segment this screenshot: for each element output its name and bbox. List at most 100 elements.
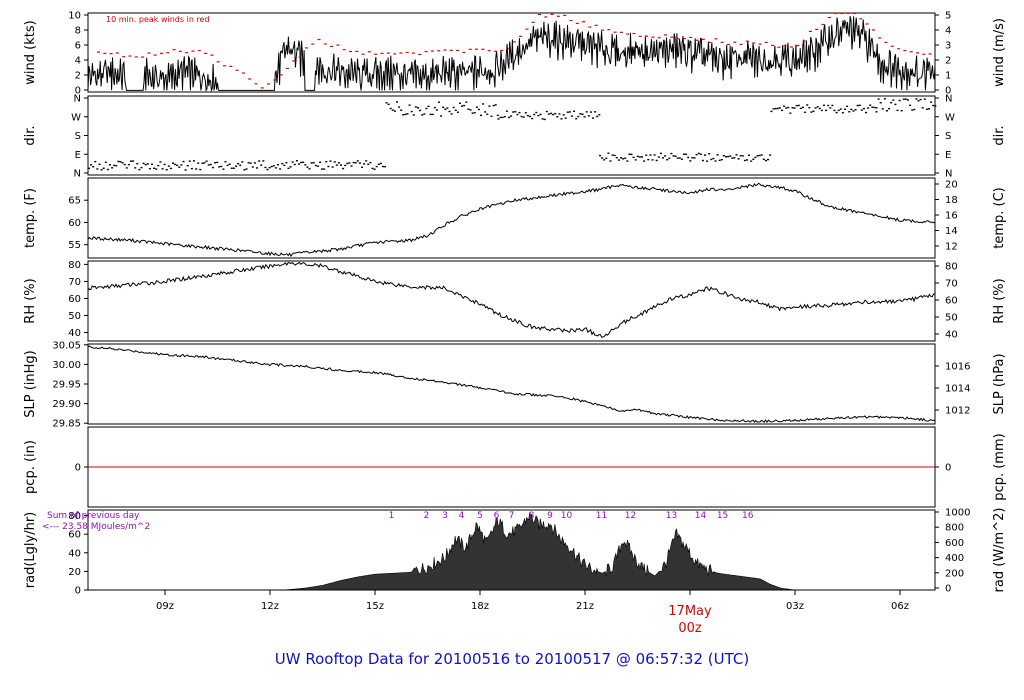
dir-point xyxy=(613,154,616,157)
dir-point xyxy=(921,107,924,109)
dir-point xyxy=(695,154,698,156)
dir-point xyxy=(865,111,867,114)
panel-2: temp. (F) temp. (C) 55 60 65 12 14 16 18 20 xyxy=(23,177,1007,259)
sum-annotation-line1: Sum of previous day xyxy=(47,511,140,521)
dir-point xyxy=(384,165,387,168)
dir-point xyxy=(860,109,863,111)
dir-point xyxy=(214,161,216,164)
dir-point xyxy=(448,110,451,113)
dir-point xyxy=(603,159,606,161)
dir-point xyxy=(573,110,576,112)
dir-point xyxy=(806,104,809,106)
dir-point xyxy=(512,111,515,113)
dir-point xyxy=(421,114,424,116)
ytick-label-left: 6 xyxy=(75,41,81,52)
ytick-label-right: 60 xyxy=(945,296,958,307)
xtick-label: 21z xyxy=(576,601,594,612)
dir-point xyxy=(452,106,455,109)
ylabel-right: rad (W/m^2) xyxy=(992,508,1007,593)
dir-point xyxy=(748,154,751,157)
dir-point xyxy=(310,162,313,164)
dir-point xyxy=(605,157,608,159)
dir-point xyxy=(754,156,757,159)
dir-point xyxy=(934,105,937,107)
dir-point xyxy=(218,166,221,168)
dir-point xyxy=(758,154,761,157)
dir-point xyxy=(655,159,658,162)
dir-point xyxy=(393,110,396,112)
dir-point xyxy=(241,161,244,163)
dir-point xyxy=(323,168,326,170)
dir-point xyxy=(776,107,779,110)
ylabel-right: wind (m/s) xyxy=(992,18,1007,87)
hour-label: 14 xyxy=(695,511,707,521)
ytick-label-right: 80 xyxy=(945,262,958,273)
dir-point xyxy=(497,118,500,120)
ylabel-left: wind (kts) xyxy=(23,20,38,84)
panel-5: pcp. (in) pcp. (mm) 0 0 xyxy=(23,426,1007,508)
dir-point xyxy=(329,160,332,162)
ytick-label-right: W xyxy=(945,112,955,123)
dir-point xyxy=(638,156,641,158)
dir-point xyxy=(611,154,614,156)
ylabel-left: SLP (inHg) xyxy=(23,350,38,418)
dir-point xyxy=(291,161,294,163)
date-sub-label: 00z xyxy=(678,621,702,636)
dir-point xyxy=(435,109,438,111)
dir-point xyxy=(165,168,168,171)
dir-point xyxy=(226,164,229,167)
dir-point xyxy=(657,156,660,158)
dir-point xyxy=(622,158,625,160)
dir-point xyxy=(477,108,480,111)
dir-point xyxy=(789,112,792,114)
dir-point xyxy=(136,162,139,165)
dir-point xyxy=(308,168,311,170)
dir-point xyxy=(585,111,588,113)
dir-point xyxy=(556,116,559,118)
sum-annotation-line2: <--- 23.58 MJoules/m^2 xyxy=(42,522,150,532)
hour-label: 3 xyxy=(442,511,448,521)
dir-point xyxy=(850,108,853,111)
ytick-label-right: 1014 xyxy=(945,384,970,395)
ytick-label-right: 16 xyxy=(945,211,958,222)
dir-point xyxy=(161,168,164,170)
dir-point xyxy=(818,107,821,110)
dir-point xyxy=(735,154,738,156)
dir-point xyxy=(571,115,573,117)
dir-point xyxy=(628,153,631,155)
dir-point xyxy=(894,103,897,106)
dir-point xyxy=(930,101,933,103)
dir-point xyxy=(283,164,286,167)
ytick-label-right: 5 xyxy=(945,11,951,22)
dir-point xyxy=(886,110,888,112)
dir-point xyxy=(739,154,742,157)
dir-point xyxy=(102,167,105,169)
dir-point xyxy=(632,156,635,159)
dir-point xyxy=(756,155,759,157)
dir-point xyxy=(268,166,271,169)
ytick-label-left: 60 xyxy=(68,218,81,229)
ytick-label-left: 30.05 xyxy=(52,340,81,351)
dir-point xyxy=(704,154,706,156)
dir-point xyxy=(825,109,828,112)
hour-label: 10 xyxy=(561,511,573,521)
dir-point xyxy=(871,106,874,108)
dir-point xyxy=(672,155,675,157)
dir-point xyxy=(552,113,555,116)
dir-point xyxy=(371,167,374,170)
dir-point xyxy=(643,160,646,162)
dir-point xyxy=(770,110,773,113)
dir-point xyxy=(121,162,124,164)
dir-point xyxy=(115,165,118,167)
dir-point xyxy=(176,164,179,167)
panel-0: wind (kts) wind (m/s) 0 2 4 6 8 10 0 1 2 3 4 5 10 min.… xyxy=(23,11,1007,97)
dir-point xyxy=(410,110,413,113)
dir-point xyxy=(774,107,777,110)
ylabel-right: SLP (hPa) xyxy=(992,353,1007,414)
dir-point xyxy=(98,163,101,166)
dir-point xyxy=(718,159,721,162)
dir-point xyxy=(279,168,282,170)
dir-point xyxy=(207,164,210,166)
dir-point xyxy=(575,118,578,120)
dir-point xyxy=(862,107,865,110)
